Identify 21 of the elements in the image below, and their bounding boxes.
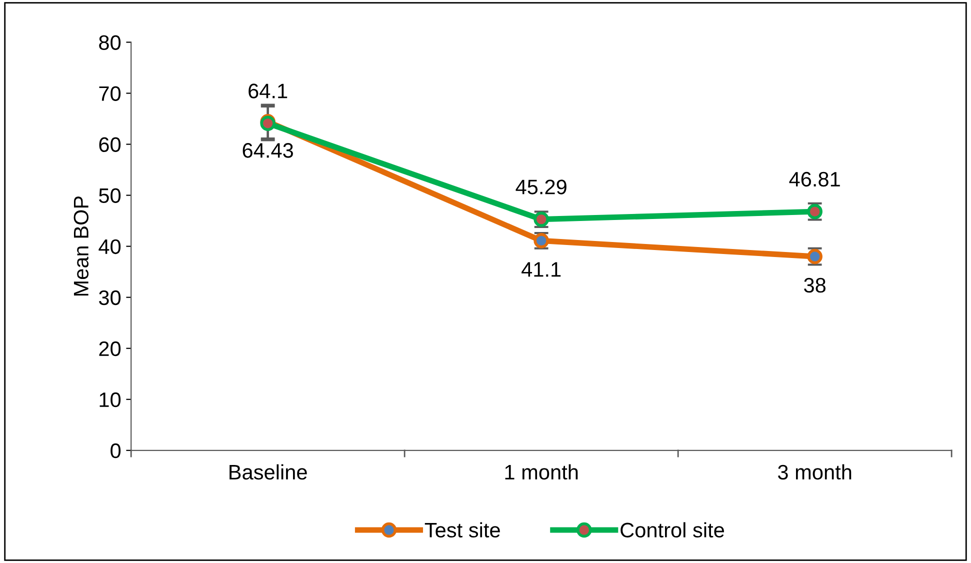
y-tick-label: 80 <box>99 35 121 50</box>
data-label: 64.43 <box>242 143 293 158</box>
y-axis-title: Mean BOP <box>74 196 89 296</box>
x-tick-label: 1 month <box>505 464 578 480</box>
y-tick-label: 0 <box>110 443 121 458</box>
y-tick-label: 20 <box>99 341 121 356</box>
x-tick-label: 3 month <box>778 464 852 480</box>
x-tick-label: Baseline <box>230 464 307 480</box>
legend-label: Test site <box>424 522 500 538</box>
data-label: 41.1 <box>522 262 561 277</box>
y-tick-label: 40 <box>98 239 121 254</box>
data-label: 45.29 <box>516 180 566 194</box>
y-tick-label: 50 <box>99 188 121 204</box>
data-label: 46.81 <box>789 172 840 187</box>
data-label: 38 <box>804 278 826 293</box>
y-tick-label: 10 <box>100 392 121 408</box>
data-label: 64.1 <box>248 84 288 98</box>
y-tick-label: 60 <box>99 137 121 152</box>
legend-label: Control site <box>620 522 724 538</box>
y-tick-label: 30 <box>98 290 121 306</box>
y-tick-label: 70 <box>99 86 121 101</box>
